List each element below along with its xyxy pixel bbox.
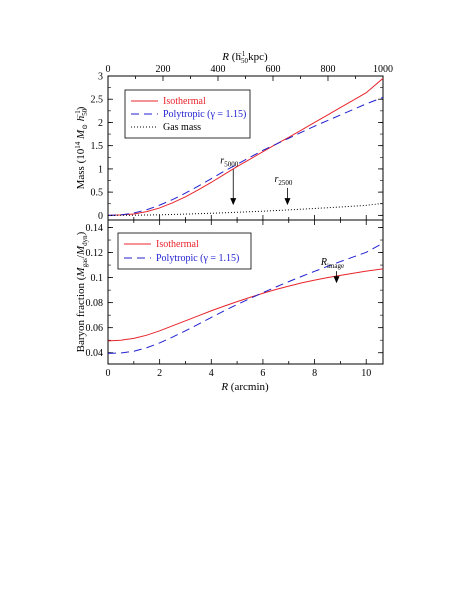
- y-tick-label: 0.1: [91, 273, 104, 284]
- y-tick-label: 0.04: [86, 348, 104, 359]
- y-tick-label: 2.5: [91, 95, 104, 106]
- x-tick-label: 8: [312, 368, 317, 379]
- y-tick-label: 0.5: [91, 188, 104, 199]
- legend-label-isothermal: Isothermal: [163, 96, 206, 107]
- mass-y-label: Mass (1014 M⊙ h50−1): [74, 106, 89, 189]
- series-line-polytropic: [107, 96, 384, 216]
- baryon-x-label: R (arcmin): [220, 381, 269, 393]
- kpc-tick-label: 1000: [373, 64, 393, 75]
- series-line-polytropic: [107, 242, 384, 354]
- x-tick-label: 0: [106, 368, 111, 379]
- y-tick-label: 0: [98, 211, 103, 222]
- baryon-y-ticks: 0.04 0.06 0.08 0.1 0.12 0.14: [86, 223, 383, 359]
- y-tick-label: 0.14: [86, 223, 104, 234]
- baryon-annotations: Rimage: [320, 257, 344, 284]
- series-line-isothermal: [107, 268, 384, 342]
- y-tick-label: 0.12: [86, 248, 104, 259]
- baryon-plot-frame: [107, 219, 384, 365]
- y-tick-label: 0.06: [86, 323, 104, 334]
- baryon-y-label: Baryon fraction (Mgas/Mdyn): [75, 231, 89, 352]
- legend-label-polytropic: Polytropic (γ = 1.15): [163, 109, 246, 120]
- annotation-label: Rimage: [320, 257, 344, 270]
- annotation-arrow-head: [333, 276, 340, 284]
- kpc-tick-label: 600: [265, 64, 280, 75]
- mass-panel: 0 0.5 1 1.5 2 2.5 3 0 200 400 600 800 1000 r5000 r25…: [74, 50, 393, 222]
- x-tick-label: 6: [260, 368, 265, 379]
- mass-x-ticks: [107, 215, 367, 220]
- y-tick-label: 2: [98, 118, 103, 129]
- y-tick-label: 0.08: [86, 298, 104, 309]
- x-tick-label: 4: [209, 368, 214, 379]
- mass-annotations: r5000 r2500: [220, 155, 293, 206]
- kpc-tick-label: 400: [210, 64, 225, 75]
- kpc-tick-label: 800: [320, 64, 335, 75]
- baryon-panel: 0 2 4 6 8 10 0.04 0.06 0.08 0.1 0.12 0.14 Rimage R…: [75, 219, 384, 393]
- kpc-tick-label: 200: [155, 64, 170, 75]
- baryon-legend-box: [117, 232, 252, 270]
- kpc-tick-label: 0: [106, 64, 111, 75]
- y-tick-label: 3: [98, 72, 103, 83]
- annotation-label: r2500: [275, 174, 293, 187]
- kpc-axis-ticks: 0 200 400 600 800 1000: [106, 64, 393, 81]
- annotation-label: r5000: [220, 155, 238, 168]
- baryon-x-ticks: 0 2 4 6 8 10: [106, 220, 371, 379]
- mass-series-lines: [107, 77, 384, 216]
- legend-label-isothermal-bottom: Isothermal: [156, 239, 199, 250]
- y-tick-label: 1.5: [91, 141, 104, 152]
- x-tick-label: 2: [157, 368, 162, 379]
- y-tick-label: 1: [98, 164, 103, 175]
- annotation-arrow-head: [284, 198, 291, 206]
- legend-label-gas-mass: Gas mass: [163, 122, 201, 133]
- kpc-axis-label: R (h50−1 kpc): [221, 50, 268, 65]
- legend-label-polytropic-bottom: Polytropic (γ = 1.15): [156, 253, 239, 264]
- series-line-isothermal: [107, 77, 384, 216]
- x-tick-label: 10: [361, 368, 371, 379]
- annotation-arrow-head: [230, 198, 237, 206]
